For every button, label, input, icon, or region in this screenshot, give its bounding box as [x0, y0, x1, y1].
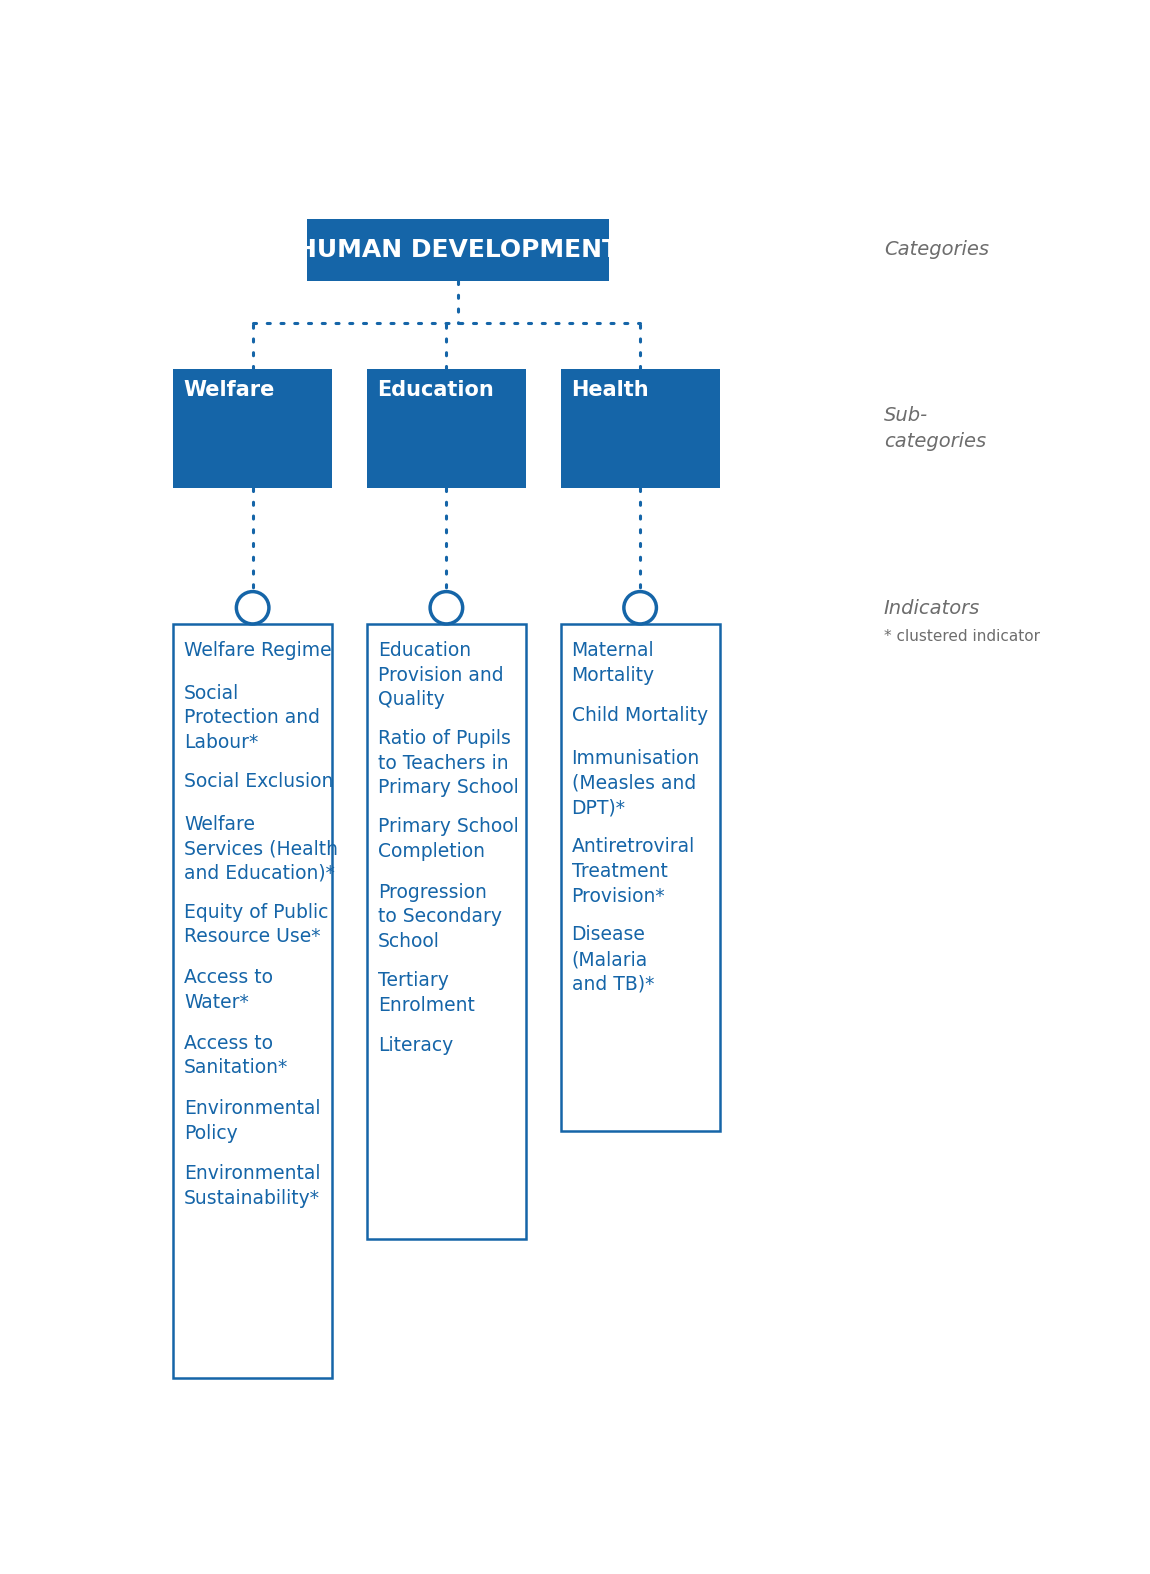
Text: Antiretroviral
Treatment
Provision*: Antiretroviral Treatment Provision* [572, 837, 695, 905]
Text: Access to
Sanitation*: Access to Sanitation* [184, 1034, 289, 1077]
Text: Health: Health [570, 379, 649, 400]
Text: Immunisation
(Measles and
DPT)*: Immunisation (Measles and DPT)* [572, 749, 700, 817]
Text: Tertiary
Enrolment: Tertiary Enrolment [378, 971, 475, 1015]
Text: Categories: Categories [884, 241, 989, 260]
Text: Welfare
Services (Health
and Education)*: Welfare Services (Health and Education)* [184, 814, 338, 883]
FancyBboxPatch shape [307, 219, 608, 280]
Text: Maternal
Mortality: Maternal Mortality [572, 641, 654, 685]
Text: Equity of Public
Resource Use*: Equity of Public Resource Use* [184, 902, 329, 946]
Text: Ratio of Pupils
to Teachers in
Primary School: Ratio of Pupils to Teachers in Primary S… [378, 729, 519, 798]
Text: Disease
(Malaria
and TB)*: Disease (Malaria and TB)* [572, 926, 654, 993]
Text: Education
Provision and
Quality: Education Provision and Quality [378, 641, 504, 710]
Text: Primary School
Completion: Primary School Completion [378, 817, 519, 861]
FancyBboxPatch shape [561, 623, 720, 1132]
Text: Literacy: Literacy [378, 1036, 453, 1055]
FancyBboxPatch shape [561, 368, 720, 488]
FancyBboxPatch shape [367, 623, 526, 1239]
Text: Social Exclusion: Social Exclusion [184, 771, 334, 790]
Text: Indicators: Indicators [884, 598, 980, 617]
Text: * clustered indicator: * clustered indicator [884, 630, 1040, 644]
Circle shape [430, 592, 462, 623]
Text: Environmental
Sustainability*: Environmental Sustainability* [184, 1165, 321, 1209]
Circle shape [237, 592, 269, 623]
Text: Environmental
Policy: Environmental Policy [184, 1099, 321, 1143]
Text: Progression
to Secondary
School: Progression to Secondary School [378, 883, 501, 951]
Text: Education: Education [377, 379, 493, 400]
FancyBboxPatch shape [367, 368, 526, 488]
Text: Welfare: Welfare [183, 379, 275, 400]
FancyBboxPatch shape [174, 623, 332, 1377]
Text: Sub-
categories: Sub- categories [884, 406, 986, 452]
Text: Social
Protection and
Labour*: Social Protection and Labour* [184, 683, 320, 752]
Text: HUMAN DEVELOPMENT: HUMAN DEVELOPMENT [297, 238, 619, 261]
FancyBboxPatch shape [174, 368, 332, 488]
Text: Child Mortality: Child Mortality [572, 707, 707, 726]
Circle shape [623, 592, 657, 623]
Text: Access to
Water*: Access to Water* [184, 968, 273, 1012]
Text: Welfare Regime: Welfare Regime [184, 641, 331, 660]
